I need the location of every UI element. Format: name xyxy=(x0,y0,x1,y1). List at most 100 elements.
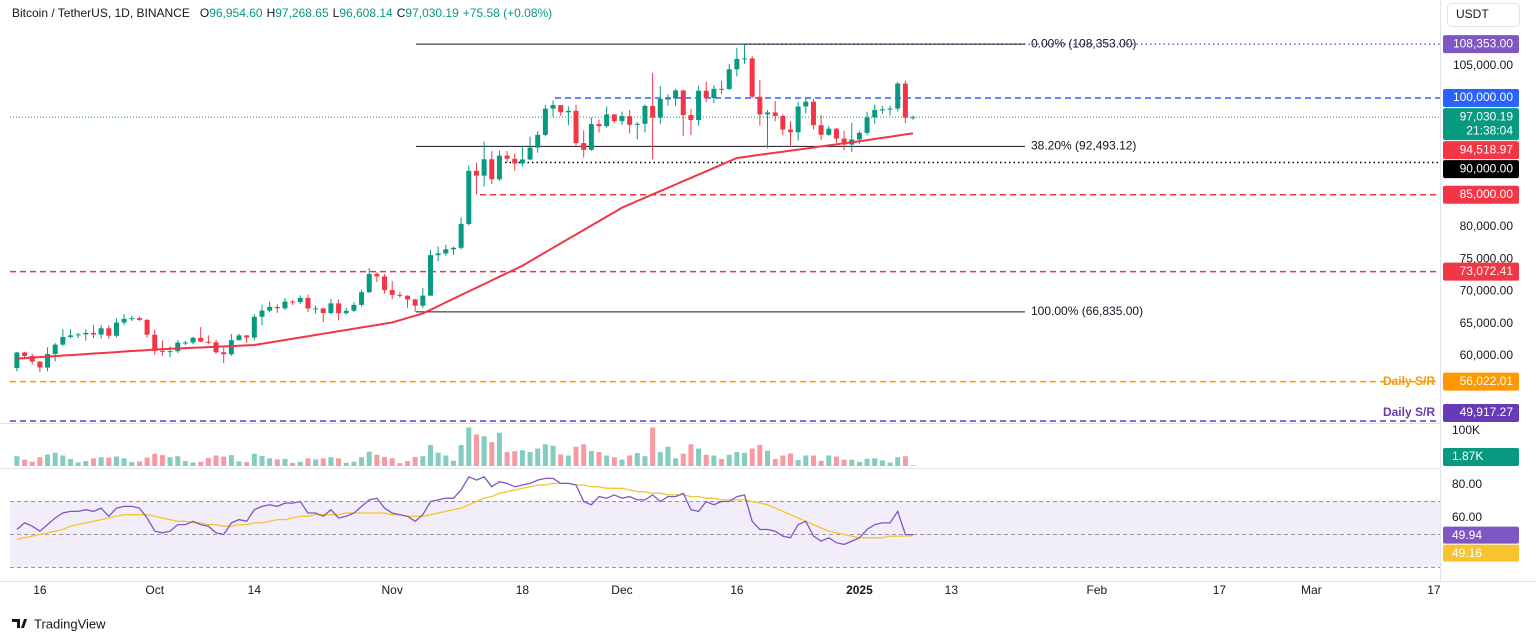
level-tag-label: 108,353.00 xyxy=(1453,36,1513,50)
candle-body xyxy=(228,340,234,355)
candle-body xyxy=(52,344,58,354)
y-tick-label: 75,000.00 xyxy=(1460,251,1514,265)
candle-body xyxy=(83,332,89,335)
candle-body xyxy=(711,88,717,99)
candle-body xyxy=(236,335,242,341)
y-tick-label: 105,000.00 xyxy=(1453,58,1513,72)
volume-bar xyxy=(833,456,839,466)
candle-body xyxy=(159,350,165,352)
volume-bar xyxy=(320,458,326,466)
volume-bar xyxy=(895,457,901,466)
candle-body xyxy=(290,301,296,303)
ema-tag xyxy=(1443,141,1519,160)
volume-bar xyxy=(780,455,786,466)
candle-body xyxy=(152,334,158,351)
brand-logo[interactable] xyxy=(12,619,27,628)
rsi-line xyxy=(16,482,914,541)
volume-bar xyxy=(864,459,870,466)
volume-bar xyxy=(290,462,296,466)
volume-bar xyxy=(619,459,625,466)
volume-bar xyxy=(795,460,801,466)
ohlc-value: 96,954.60 xyxy=(209,6,263,20)
volume-bar xyxy=(37,457,43,466)
candle-body xyxy=(136,318,142,320)
volume-bar xyxy=(374,454,380,466)
volume-bar xyxy=(719,459,725,466)
x-tick-label: 16 xyxy=(730,583,744,597)
volume-bar xyxy=(144,457,150,466)
volume-bar xyxy=(527,452,533,466)
candle-body xyxy=(596,124,602,127)
volume-bar xyxy=(336,458,342,466)
rsi-tag xyxy=(1443,526,1519,544)
volume-bar xyxy=(60,455,66,466)
volume-bar xyxy=(351,461,357,466)
volume-bar xyxy=(389,458,395,466)
candle-body xyxy=(757,96,763,115)
volume-bar xyxy=(734,452,740,466)
volume-bar xyxy=(657,452,663,466)
volume-bar xyxy=(650,427,656,466)
candle-body xyxy=(473,170,479,176)
candle-body xyxy=(68,335,74,337)
volume-bar xyxy=(228,455,234,466)
volume-bar xyxy=(113,456,119,466)
candle-body xyxy=(879,109,885,111)
level-tag xyxy=(1443,185,1519,204)
candle-body xyxy=(749,58,755,97)
candle-body xyxy=(244,335,250,338)
y-tick-label: 70,000.00 xyxy=(1460,284,1514,298)
rsi-tag-label: 49.94 xyxy=(1452,528,1482,542)
candle-body xyxy=(182,342,188,344)
volume-bar xyxy=(305,458,311,466)
volume-bar xyxy=(826,455,832,466)
candle-body xyxy=(650,105,656,118)
candle-body xyxy=(527,147,533,160)
volume-bar xyxy=(420,456,426,466)
level-tag-label: 100,000.00 xyxy=(1453,90,1513,104)
candle-body xyxy=(826,128,832,135)
candle-body xyxy=(420,295,426,306)
candle-body xyxy=(198,337,204,342)
candle-body xyxy=(113,322,119,336)
volume-bar xyxy=(182,461,188,466)
volume-bar xyxy=(749,448,755,466)
candle-body xyxy=(550,105,556,109)
volume-bar xyxy=(496,432,502,466)
volume-bar xyxy=(757,445,763,466)
candle-body xyxy=(320,308,326,314)
candle-body xyxy=(29,355,35,362)
pane xyxy=(10,475,1440,568)
symbol: Bitcoin / TetherUS, 1D, BINANCE xyxy=(12,6,190,20)
volume-bar xyxy=(45,454,51,466)
level-tag xyxy=(1443,262,1519,281)
volume-bar xyxy=(841,459,847,466)
currency-button-frame[interactable] xyxy=(1447,3,1520,27)
volume-bar xyxy=(450,460,456,466)
candle-body xyxy=(443,249,449,254)
brand[interactable]: TradingView xyxy=(12,616,106,631)
volume-bar xyxy=(504,452,510,466)
volume-bar xyxy=(274,459,280,466)
candle-body xyxy=(519,159,525,164)
volume-bar xyxy=(879,460,885,466)
brand-name[interactable]: TradingView xyxy=(34,616,106,631)
volume-tag-label: 1.87K xyxy=(1452,449,1483,463)
candle-body xyxy=(175,342,181,352)
volume-bar xyxy=(856,461,862,466)
volume-bar xyxy=(98,457,104,466)
level-tag xyxy=(1443,35,1519,54)
candle-body xyxy=(535,134,541,148)
currency-button[interactable]: USDT xyxy=(1447,3,1520,27)
volume-bar xyxy=(83,461,89,466)
currency-label[interactable]: USDT xyxy=(1456,7,1489,21)
candle-body xyxy=(810,101,816,126)
volume-bar xyxy=(473,434,479,466)
candle-body xyxy=(405,295,411,300)
candle-body xyxy=(328,303,334,314)
volume-bar xyxy=(121,458,127,466)
candle-body xyxy=(190,337,196,343)
volume-bar xyxy=(205,457,211,466)
level-note: Daily S/R xyxy=(1383,374,1435,388)
